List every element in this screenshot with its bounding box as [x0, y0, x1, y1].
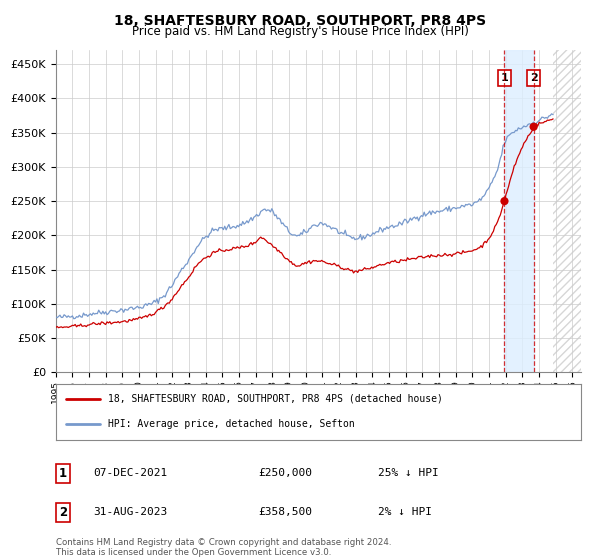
Text: 31-AUG-2023: 31-AUG-2023 [93, 507, 167, 517]
Bar [553, 50, 581, 372]
Text: HPI: Average price, detached house, Sefton: HPI: Average price, detached house, Seft… [108, 419, 355, 430]
Bar [553, 50, 581, 372]
Text: £358,500: £358,500 [258, 507, 312, 517]
Bar [505, 50, 533, 372]
Text: 18, SHAFTESBURY ROAD, SOUTHPORT, PR8 4PS: 18, SHAFTESBURY ROAD, SOUTHPORT, PR8 4PS [114, 14, 486, 28]
Text: Price paid vs. HM Land Registry's House Price Index (HPI): Price paid vs. HM Land Registry's House … [131, 25, 469, 38]
Text: 25% ↓ HPI: 25% ↓ HPI [378, 468, 439, 478]
Text: Contains HM Land Registry data © Crown copyright and database right 2024.
This d: Contains HM Land Registry data © Crown c… [56, 538, 391, 557]
Text: £250,000: £250,000 [258, 468, 312, 478]
Text: 07-DEC-2021: 07-DEC-2021 [93, 468, 167, 478]
Text: 1: 1 [500, 73, 508, 83]
Point [500, 197, 509, 206]
Text: 2% ↓ HPI: 2% ↓ HPI [378, 507, 432, 517]
Text: 18, SHAFTESBURY ROAD, SOUTHPORT, PR8 4PS (detached house): 18, SHAFTESBURY ROAD, SOUTHPORT, PR8 4PS… [108, 394, 443, 404]
Text: 1: 1 [59, 466, 67, 480]
Point [529, 122, 538, 131]
Text: 2: 2 [59, 506, 67, 519]
Text: 2: 2 [530, 73, 538, 83]
